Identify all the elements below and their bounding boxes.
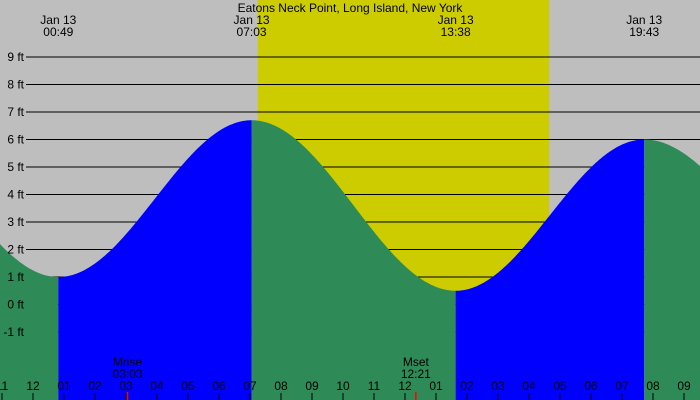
x-tick-label: 08 — [646, 379, 660, 393]
rising-tide-segment — [58, 120, 252, 400]
rising-tide-segment — [455, 139, 645, 400]
y-tick-label: 8 ft — [7, 78, 24, 92]
y-tick-label: 1 ft — [7, 270, 24, 284]
y-axis: 9 ft 8 ft 7 ft 6 ft 5 ft 4 ft 3 ft 2 ft 1 ft 0 ft… — [3, 50, 24, 339]
y-tick-label: 5 ft — [7, 160, 24, 174]
tide-area — [0, 120, 700, 400]
y-tick-label: 9 ft — [7, 50, 24, 64]
x-tick-label: 03 — [119, 379, 133, 393]
x-tick-label: 06 — [584, 379, 598, 393]
x-tick-label: 02 — [88, 379, 102, 393]
y-tick-label: 3 ft — [7, 215, 24, 229]
x-tick-label: 01 — [57, 379, 71, 393]
x-tick-label: 12 — [398, 379, 412, 393]
y-tick-label: 4 ft — [7, 188, 24, 202]
x-tick-label: 05 — [553, 379, 567, 393]
x-tick-label: 02 — [460, 379, 474, 393]
falling-tide-segment — [644, 139, 700, 400]
extreme-date: Jan 13 — [40, 13, 76, 27]
x-tick-label: 06 — [212, 379, 226, 393]
x-tick-label: 09 — [677, 379, 691, 393]
x-axis: 11 12 01 02 03 04 05 06 07 08 09 10 11 12 01 02 03 04 05 06… — [0, 379, 691, 400]
extreme-date: Jan 13 — [626, 13, 662, 27]
extreme-time: 19:43 — [629, 25, 659, 39]
x-tick-label: 04 — [522, 379, 536, 393]
falling-tide-segment — [0, 244, 59, 400]
x-tick-label: 01 — [429, 379, 443, 393]
y-tick-label: 2 ft — [7, 243, 24, 257]
y-tick-label: 7 ft — [7, 105, 24, 119]
x-tick-label: 03 — [491, 379, 505, 393]
extreme-time: 13:38 — [441, 25, 471, 39]
moon-event-time: 12:21 — [401, 367, 431, 381]
moon-event-label: Mset — [403, 355, 430, 369]
x-tick-label: 11 — [368, 379, 381, 393]
falling-tide-segment — [251, 120, 456, 400]
y-tick-label: 0 ft — [7, 298, 24, 312]
y-tick-label: 6 ft — [7, 133, 24, 147]
x-tick-label: 12 — [26, 379, 40, 393]
y-tick-label: -1 ft — [3, 325, 24, 339]
extreme-time: 00:49 — [43, 25, 73, 39]
x-tick-label: 11 — [0, 379, 9, 393]
x-tick-label: 08 — [274, 379, 288, 393]
chart-title: Eatons Neck Point, Long Island, New York — [238, 1, 464, 15]
x-tick-label: 07 — [243, 379, 257, 393]
x-tick-label: 07 — [615, 379, 629, 393]
moon-event-time: 03:03 — [113, 367, 143, 381]
extreme-date: Jan 13 — [234, 13, 270, 27]
x-tick-label: 05 — [181, 379, 195, 393]
extreme-time: 07:03 — [237, 25, 267, 39]
extreme-date: Jan 13 — [438, 13, 474, 27]
x-tick-label: 10 — [336, 379, 350, 393]
x-tick-label: 04 — [150, 379, 164, 393]
moon-event-label: Mrise — [113, 355, 143, 369]
x-tick-label: 09 — [305, 379, 319, 393]
